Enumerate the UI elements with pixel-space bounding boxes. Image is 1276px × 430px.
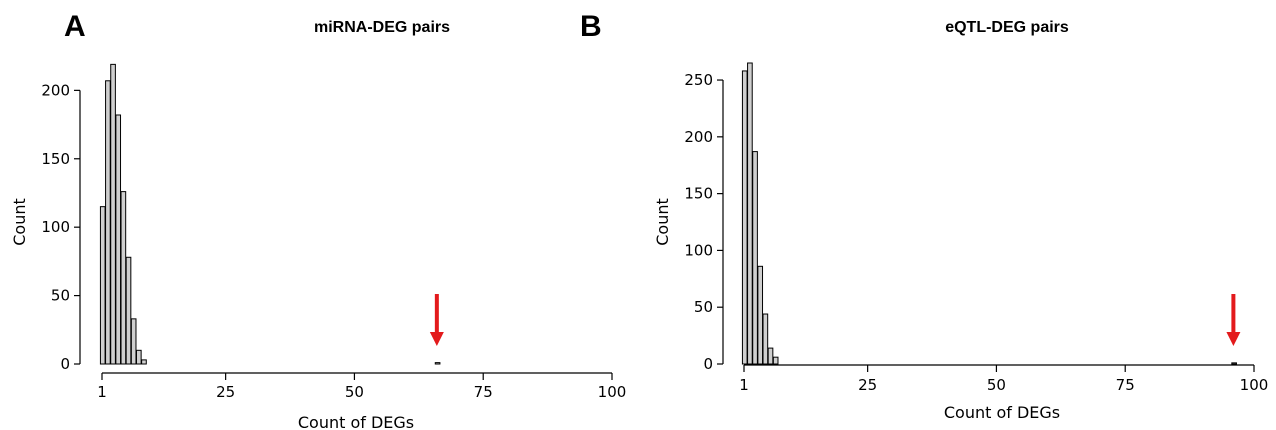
y-tick-label: 150 xyxy=(684,185,713,203)
histogram-bar xyxy=(752,151,758,365)
histogram-bar xyxy=(125,256,132,365)
arrow-head xyxy=(429,332,444,346)
histogram-bar xyxy=(105,80,111,365)
arrow-head xyxy=(1226,332,1241,346)
panel-b-chart: B eQTL-DEG pairs Count Count of DEGs 0 50… xyxy=(580,10,1268,422)
panel-a-x-axis-label: Count of DEGs xyxy=(298,413,414,430)
y-tick-label: 250 xyxy=(684,71,713,89)
panel-a-chart: A miRNA-DEG pairs Count Count of DEGs 0 5… xyxy=(10,10,626,430)
histogram-bar xyxy=(1231,362,1237,365)
panel-b-axes: 0 50 100 150 200 250 1 25 50 75 100 xyxy=(684,71,1268,394)
panel-a-bars xyxy=(99,63,441,365)
histogram-bar xyxy=(747,62,753,365)
y-tick-label: 100 xyxy=(684,241,713,259)
x-tick-label: 50 xyxy=(987,376,1006,394)
panel-b-y-axis-label: Count xyxy=(653,198,672,246)
panel-b-annotation xyxy=(1226,294,1241,346)
x-tick-label: 1 xyxy=(97,383,107,401)
x-tick-label: 75 xyxy=(474,383,493,401)
histogram-bar xyxy=(130,318,137,365)
histogram-bar xyxy=(741,70,748,365)
y-tick-label: 50 xyxy=(694,298,713,316)
y-tick-label: 0 xyxy=(703,355,713,373)
histogram-bar xyxy=(757,265,764,365)
histogram-bar xyxy=(135,349,142,365)
histogram-bar xyxy=(767,347,774,365)
histogram-bar xyxy=(141,359,147,365)
x-tick-label: 75 xyxy=(1116,376,1135,394)
x-tick-label: 100 xyxy=(1240,376,1269,394)
panel-b-x-axis-label: Count of DEGs xyxy=(944,403,1060,422)
panel-b-bars xyxy=(741,62,1237,365)
y-tick-label: 0 xyxy=(60,355,70,373)
x-tick-label: 50 xyxy=(345,383,364,401)
histogram-bar xyxy=(434,362,441,365)
panel-a-y-axis-label: Count xyxy=(10,198,29,246)
x-tick-label: 100 xyxy=(598,383,627,401)
histogram-bar xyxy=(762,313,769,365)
panel-b-letter: B xyxy=(580,10,602,43)
x-tick-label: 25 xyxy=(216,383,235,401)
histogram-bar xyxy=(772,356,779,365)
histogram-bar xyxy=(120,191,127,365)
histogram-bar xyxy=(110,63,116,365)
panel-b-title: eQTL-DEG pairs xyxy=(945,19,1069,36)
histogram-bar xyxy=(99,206,106,365)
panel-a-annotation xyxy=(429,294,444,346)
y-tick-label: 200 xyxy=(684,128,713,146)
y-tick-label: 100 xyxy=(41,218,70,236)
y-tick-label: 200 xyxy=(41,81,70,99)
y-tick-label: 50 xyxy=(51,287,70,305)
x-tick-label: 25 xyxy=(858,376,877,394)
x-tick-label: 1 xyxy=(739,376,749,394)
histogram-bar xyxy=(115,114,122,365)
y-tick-label: 150 xyxy=(41,150,70,168)
panel-a-title: miRNA-DEG pairs xyxy=(314,19,450,36)
panel-a-letter: A xyxy=(64,10,86,43)
